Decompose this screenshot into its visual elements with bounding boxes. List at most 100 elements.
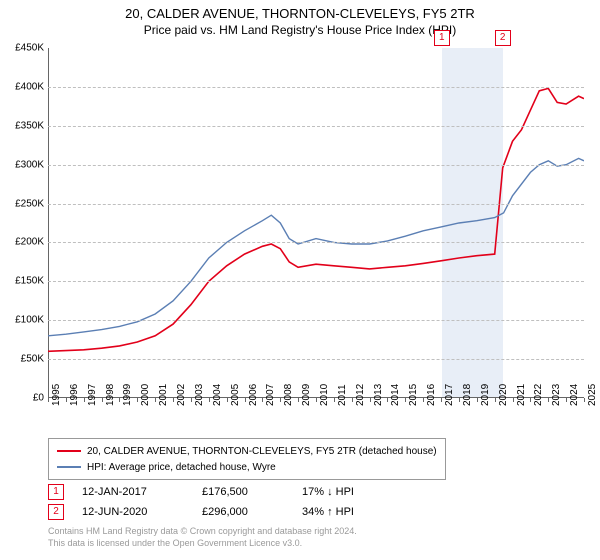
x-tick [584,398,585,402]
legend-item-property: 20, CALDER AVENUE, THORNTON-CLEVELEYS, F… [57,443,437,459]
sale-marker-on-chart: 2 [495,30,511,46]
sale-date: 12-JUN-2020 [82,506,202,518]
x-tick [370,398,371,402]
x-tick [280,398,281,402]
x-axis-label: 2010 [319,384,330,406]
x-axis-label: 2019 [480,384,491,406]
x-tick [352,398,353,402]
gridline [48,126,584,127]
sale-marker-icon: 1 [48,484,64,500]
x-axis-label: 2003 [194,384,205,406]
y-axis-label: £50K [21,354,44,365]
x-axis-label: 2006 [248,384,259,406]
x-axis-label: 2014 [390,384,401,406]
x-tick [334,398,335,402]
x-axis-label: 1997 [87,384,98,406]
series-hpi [48,158,584,335]
x-tick [477,398,478,402]
x-tick [66,398,67,402]
gridline [48,87,584,88]
x-tick [102,398,103,402]
x-tick [459,398,460,402]
x-tick [119,398,120,402]
sale-marker-on-chart: 1 [434,30,450,46]
gridline [48,242,584,243]
x-tick [173,398,174,402]
x-tick [209,398,210,402]
y-axis-label: £250K [15,198,44,209]
chart-title: 20, CALDER AVENUE, THORNTON-CLEVELEYS, F… [0,6,600,23]
x-axis-label: 2021 [516,384,527,406]
footer-attribution: Contains HM Land Registry data © Crown c… [48,526,357,549]
chart-area: £0£50K£100K£150K£200K£250K£300K£350K£400… [48,48,584,398]
x-axis-label: 2023 [551,384,562,406]
x-axis-label: 1995 [51,384,62,406]
x-tick [227,398,228,402]
x-tick [84,398,85,402]
y-axis-label: £450K [15,43,44,54]
x-tick [548,398,549,402]
legend-label: 20, CALDER AVENUE, THORNTON-CLEVELEYS, F… [87,446,437,457]
x-axis-label: 2002 [176,384,187,406]
x-tick [513,398,514,402]
y-axis-label: £100K [15,315,44,326]
x-tick [298,398,299,402]
sale-row: 2 12-JUN-2020 £296,000 34% ↑ HPI [48,502,422,522]
x-tick [530,398,531,402]
footer-line: This data is licensed under the Open Gov… [48,538,357,550]
y-axis-label: £400K [15,81,44,92]
x-axis-label: 1999 [122,384,133,406]
gridline [48,281,584,282]
series-property [48,88,584,351]
legend-swatch [57,450,81,452]
x-axis-label: 2018 [462,384,473,406]
sale-date: 12-JAN-2017 [82,486,202,498]
x-tick [155,398,156,402]
sale-marker-icon: 2 [48,504,64,520]
x-tick [441,398,442,402]
line-series-svg [48,48,584,398]
sale-events: 1 12-JAN-2017 £176,500 17% ↓ HPI 2 12-JU… [48,482,422,522]
legend-item-hpi: HPI: Average price, detached house, Wyre [57,459,437,475]
x-tick [566,398,567,402]
x-axis-label: 1998 [105,384,116,406]
x-axis-label: 2020 [498,384,509,406]
x-tick [48,398,49,402]
x-axis-label: 2011 [337,384,348,406]
x-tick [405,398,406,402]
x-axis-label: 2015 [408,384,419,406]
sale-row: 1 12-JAN-2017 £176,500 17% ↓ HPI [48,482,422,502]
x-tick [245,398,246,402]
x-axis-label: 2005 [230,384,241,406]
x-axis-label: 2012 [355,384,366,406]
sale-price: £176,500 [202,486,302,498]
y-axis-label: £150K [15,276,44,287]
x-tick [423,398,424,402]
x-axis-label: 2000 [140,384,151,406]
legend: 20, CALDER AVENUE, THORNTON-CLEVELEYS, F… [48,438,446,480]
x-axis-label: 2008 [283,384,294,406]
x-axis-label: 2004 [212,384,223,406]
footer-line: Contains HM Land Registry data © Crown c… [48,526,357,538]
y-axis-label: £0 [33,393,44,404]
y-axis-label: £350K [15,120,44,131]
x-axis-label: 2022 [533,384,544,406]
gridline [48,165,584,166]
x-axis-label: 2013 [373,384,384,406]
y-axis-label: £300K [15,159,44,170]
x-axis-label: 2007 [265,384,276,406]
gridline [48,204,584,205]
gridline [48,320,584,321]
legend-swatch [57,466,81,468]
sale-diff: 34% ↑ HPI [302,506,422,518]
gridline [48,359,584,360]
sale-diff: 17% ↓ HPI [302,486,422,498]
x-axis-label: 1996 [69,384,80,406]
x-axis-label: 2024 [569,384,580,406]
x-axis-label: 2017 [444,384,455,406]
x-axis-label: 2009 [301,384,312,406]
x-tick [191,398,192,402]
x-tick [387,398,388,402]
x-axis-label: 2025 [587,384,598,406]
x-tick [316,398,317,402]
